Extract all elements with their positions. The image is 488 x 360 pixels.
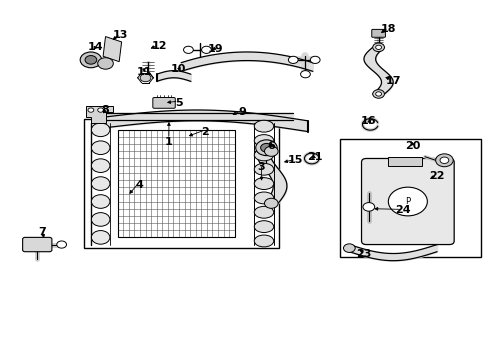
- Circle shape: [88, 108, 94, 112]
- Ellipse shape: [91, 177, 110, 190]
- Circle shape: [264, 146, 278, 156]
- Text: 4: 4: [136, 180, 143, 190]
- Circle shape: [57, 241, 66, 248]
- Circle shape: [375, 92, 381, 96]
- Ellipse shape: [254, 120, 273, 132]
- Ellipse shape: [91, 123, 110, 136]
- Ellipse shape: [254, 163, 273, 175]
- Circle shape: [372, 43, 384, 51]
- Ellipse shape: [254, 135, 273, 147]
- Circle shape: [387, 187, 427, 216]
- Ellipse shape: [254, 206, 273, 218]
- FancyBboxPatch shape: [153, 98, 175, 108]
- Text: 13: 13: [112, 30, 127, 40]
- Bar: [339, 139, 480, 257]
- Polygon shape: [86, 107, 113, 123]
- Text: 12: 12: [151, 41, 166, 50]
- Ellipse shape: [91, 141, 110, 154]
- Text: 22: 22: [428, 171, 444, 181]
- Circle shape: [375, 45, 381, 49]
- FancyBboxPatch shape: [22, 237, 52, 252]
- Ellipse shape: [91, 230, 110, 244]
- Circle shape: [310, 56, 320, 63]
- Text: 21: 21: [307, 152, 322, 162]
- Circle shape: [98, 108, 103, 112]
- Circle shape: [343, 244, 354, 252]
- Circle shape: [260, 143, 272, 152]
- Text: 6: 6: [267, 141, 275, 151]
- Circle shape: [80, 52, 102, 68]
- Circle shape: [288, 56, 298, 63]
- Text: 11: 11: [137, 67, 152, 77]
- Circle shape: [264, 198, 278, 208]
- Text: 17: 17: [385, 76, 400, 86]
- Ellipse shape: [254, 149, 273, 161]
- Ellipse shape: [254, 235, 273, 247]
- Ellipse shape: [91, 213, 110, 226]
- Circle shape: [372, 90, 384, 98]
- Circle shape: [98, 58, 113, 69]
- Ellipse shape: [91, 195, 110, 208]
- Circle shape: [201, 46, 211, 53]
- Text: 16: 16: [360, 116, 376, 126]
- Text: 9: 9: [238, 107, 245, 117]
- Text: 3: 3: [257, 162, 265, 172]
- Text: 5: 5: [175, 98, 182, 108]
- Text: 2: 2: [201, 127, 209, 136]
- Circle shape: [439, 157, 448, 163]
- Bar: [118, 130, 234, 237]
- Text: 10: 10: [171, 64, 186, 74]
- Text: 19: 19: [207, 44, 223, 54]
- Text: 1: 1: [165, 138, 172, 147]
- FancyBboxPatch shape: [371, 30, 385, 37]
- FancyBboxPatch shape: [361, 158, 453, 244]
- Text: P: P: [405, 197, 409, 206]
- Text: 7: 7: [38, 227, 46, 237]
- Text: 20: 20: [404, 141, 420, 151]
- Polygon shape: [103, 37, 122, 62]
- Circle shape: [362, 203, 374, 211]
- Circle shape: [435, 154, 452, 167]
- Text: 23: 23: [356, 248, 371, 258]
- Ellipse shape: [91, 159, 110, 172]
- Text: 24: 24: [394, 206, 410, 216]
- Circle shape: [300, 71, 310, 78]
- Circle shape: [255, 140, 277, 156]
- Text: 15: 15: [287, 155, 303, 165]
- Ellipse shape: [254, 192, 273, 204]
- Text: 14: 14: [88, 42, 103, 52]
- Text: 18: 18: [380, 24, 395, 35]
- Ellipse shape: [254, 178, 273, 189]
- Ellipse shape: [254, 221, 273, 233]
- Circle shape: [183, 46, 193, 53]
- Text: 8: 8: [102, 105, 109, 115]
- Circle shape: [85, 55, 97, 64]
- Bar: [387, 157, 422, 166]
- Bar: [83, 119, 278, 248]
- Circle shape: [140, 74, 151, 82]
